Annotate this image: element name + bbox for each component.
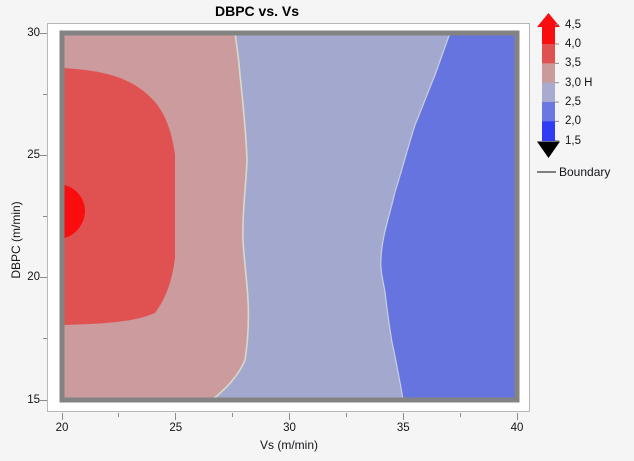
legend-level-label: 2,0 bbox=[565, 115, 581, 128]
y-tick-label: 15 bbox=[27, 393, 40, 406]
x-minor-tick bbox=[345, 413, 347, 417]
band-3.5-4.0 bbox=[62, 68, 175, 325]
legend-level-label: 1,5 bbox=[565, 134, 581, 147]
legend-segment bbox=[542, 24, 555, 45]
legend-level-label: 2,5 bbox=[565, 96, 581, 109]
legend-tick bbox=[555, 120, 559, 122]
y-tick-label: 20 bbox=[27, 271, 40, 284]
y-axis-label: DBPC (m/min) bbox=[9, 201, 23, 279]
y-minor-tick bbox=[43, 93, 47, 95]
legend-segment bbox=[542, 63, 555, 84]
x-tick-label: 35 bbox=[396, 422, 410, 434]
legend-tick bbox=[555, 140, 559, 142]
x-minor-tick bbox=[118, 413, 120, 417]
x-major-tick bbox=[289, 413, 290, 420]
x-tick-label: 40 bbox=[510, 422, 524, 434]
boundary-line-icon bbox=[537, 171, 556, 173]
x-major-tick bbox=[402, 413, 404, 420]
x-tick-label: 25 bbox=[169, 422, 183, 434]
x-axis-label: Vs (m/min) bbox=[260, 438, 318, 452]
legend-tick bbox=[555, 43, 559, 45]
x-minor-tick bbox=[459, 413, 461, 417]
legend-down-arrow-icon bbox=[537, 141, 560, 158]
legend-segment bbox=[542, 121, 555, 142]
legend-level-label: 3,0 H bbox=[565, 76, 593, 89]
x-minor-tick bbox=[232, 413, 234, 417]
legend-boundary-entry: Boundary bbox=[537, 165, 610, 179]
contour-line-3.0 bbox=[211, 32, 250, 401]
legend-colorbar[interactable] bbox=[537, 13, 563, 163]
contour-line-2.5 bbox=[380, 32, 451, 401]
y-major-tick bbox=[40, 399, 47, 401]
band-2.0-2.5 bbox=[380, 33, 517, 400]
legend-tick bbox=[555, 82, 559, 84]
legend-tick bbox=[555, 24, 559, 26]
legend-level-label: 3,5 bbox=[565, 57, 581, 70]
band-4.0-4.5 bbox=[62, 185, 85, 238]
legend-segment bbox=[542, 102, 555, 122]
legend-tick bbox=[555, 62, 559, 64]
legend: 4,5 4,0 3,5 3,0 H 2,5 2,0 1,5 Boundary bbox=[537, 13, 634, 188]
y-major-tick bbox=[40, 32, 47, 34]
x-major-tick bbox=[175, 413, 177, 420]
boundary-label: Boundary bbox=[559, 165, 611, 179]
x-tick-label: 20 bbox=[55, 422, 69, 434]
x-major-tick bbox=[61, 413, 63, 420]
legend-tick bbox=[555, 101, 559, 103]
x-major-tick bbox=[516, 413, 518, 420]
contour-plot[interactable] bbox=[59, 30, 520, 403]
legend-segment bbox=[542, 82, 555, 103]
legend-up-arrow-icon bbox=[537, 13, 560, 27]
y-minor-tick bbox=[43, 216, 47, 217]
y-minor-tick bbox=[43, 338, 47, 340]
legend-level-label: 4,5 bbox=[565, 18, 581, 31]
y-major-tick bbox=[40, 154, 47, 156]
y-major-tick bbox=[40, 277, 47, 279]
legend-level-label: 4,0 bbox=[565, 38, 581, 51]
chart-title: DBPC vs. Vs bbox=[214, 3, 300, 19]
plot-border bbox=[59, 30, 520, 403]
y-tick-label: 30 bbox=[27, 26, 40, 39]
x-tick-label: 30 bbox=[283, 422, 296, 434]
y-tick-label: 25 bbox=[27, 148, 40, 161]
legend-segment bbox=[542, 44, 555, 64]
